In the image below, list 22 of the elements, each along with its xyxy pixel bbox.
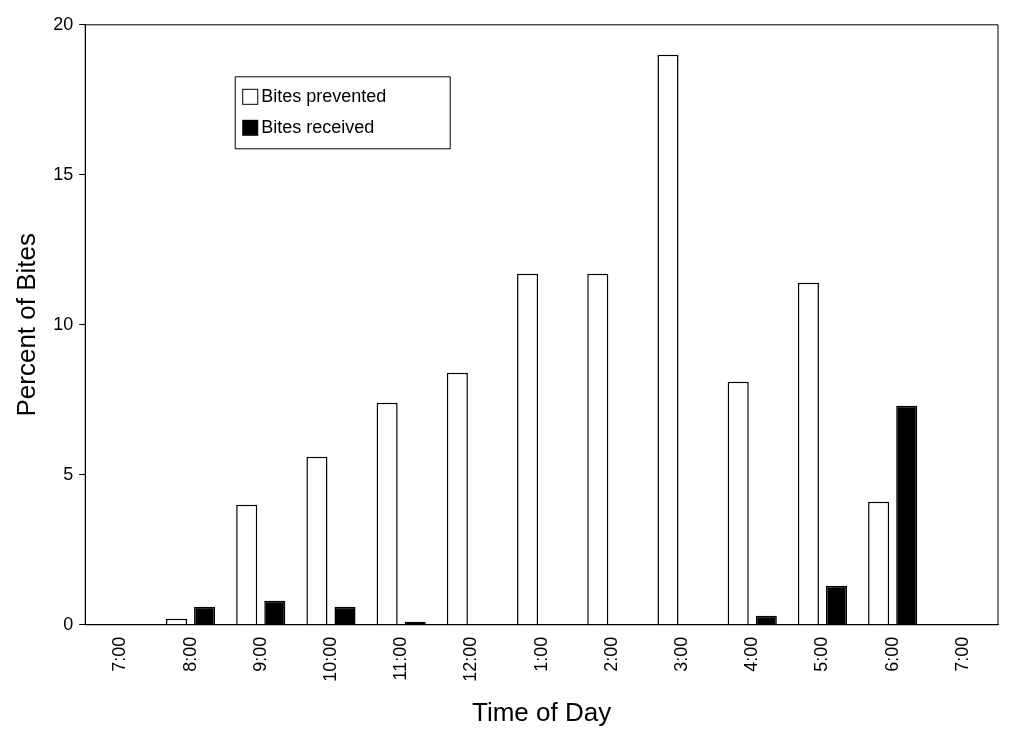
x-tick-label: 4:00 [741,636,762,672]
y-tick-label: 15 [53,163,74,184]
x-tick-label: 5:00 [811,636,832,672]
x-tick-label: 12:00 [460,636,481,682]
x-tick-label: 3:00 [671,636,692,672]
y-tick-label: 5 [63,463,74,484]
y-axis-title: Percent of Bites [10,233,41,417]
y-tick-label: 10 [53,313,74,334]
x-axis-title: Time of Day [472,696,612,727]
x-tick-label: 7:00 [109,636,130,672]
legend-label: Bites prevented [261,85,387,106]
legend-label: Bites received [261,116,375,137]
x-tick-label: 2:00 [600,636,621,672]
x-tick-label: 8:00 [179,636,200,672]
x-tick-label: 6:00 [881,636,902,672]
x-tick-label: 7:00 [951,636,972,672]
x-tick-label: 1:00 [530,636,551,672]
x-tick-label: 10:00 [319,636,340,682]
y-tick-label: 20 [53,13,74,34]
y-tick-label: 0 [63,613,74,634]
x-tick-label: 11:00 [390,636,411,681]
x-tick-label: 9:00 [249,636,270,672]
